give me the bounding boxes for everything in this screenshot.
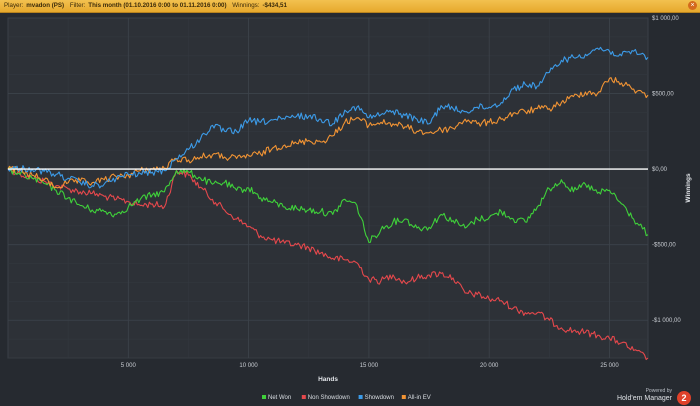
legend-label: All-in EV	[408, 395, 431, 401]
legend-label: Showdown	[365, 395, 394, 401]
series-line-non-showdown	[7, 168, 649, 361]
y-tick-label: $1 000,00	[652, 16, 679, 22]
legend-item[interactable]: Net Won	[262, 395, 291, 401]
report-header: Player: mvadon (PS) Filter: This month (01…	[0, 0, 700, 13]
legend-item[interactable]: Showdown	[358, 395, 394, 401]
winnings-chart: $1 000,00 $500,00 $0,00 -$500,00 -$1 000,00 5…	[7, 16, 692, 401]
x-tick-label: 15 000	[360, 363, 379, 369]
legend-swatch	[401, 395, 406, 399]
x-axis-title: Hands	[318, 376, 338, 383]
y-tick-label: $0,00	[652, 167, 668, 173]
series-line-showdown	[7, 46, 649, 189]
filter-value: This month (01.10.2016 0:00 to 01.11.201…	[88, 2, 227, 9]
legend-swatch	[358, 395, 363, 399]
legend-item[interactable]: Non Showdown	[301, 395, 350, 401]
y-tick-label: -$500,00	[652, 243, 676, 249]
legend-swatch	[301, 395, 306, 399]
series-line-all-in-ev	[7, 77, 649, 189]
legend-label: Net Won	[268, 395, 291, 401]
filter-label: Filter:	[69, 2, 86, 9]
branding: Powered by Hold'em Manager	[617, 388, 672, 403]
hm2-logo-icon: 2	[677, 391, 691, 405]
y-tick-label: $500,00	[652, 92, 674, 98]
player-value: mvadon (PS)	[26, 2, 65, 9]
legend: Net Won Non Showdown Showdown All-in EV	[262, 395, 431, 401]
winnings-label: Winnings:	[232, 2, 260, 9]
close-icon[interactable]: ×	[688, 1, 697, 10]
brand-name: Hold'em Manager	[616, 395, 672, 402]
legend-swatch	[262, 395, 266, 399]
legend-label: Non Showdown	[308, 395, 350, 401]
x-tick-label: 20 000	[480, 363, 499, 369]
winnings-value: -$434,51	[262, 2, 287, 9]
powered-by-text: Powered by	[645, 388, 672, 394]
x-tick-label: 5 000	[121, 363, 137, 369]
y-tick-label: -$1 000,00	[652, 318, 681, 324]
y-axis-title: Winnings	[685, 173, 692, 203]
player-label: Player:	[4, 2, 24, 9]
x-tick-label: 25 000	[600, 363, 619, 369]
legend-item[interactable]: All-in EV	[401, 395, 431, 401]
series-line-net-won	[7, 166, 649, 243]
x-tick-label: 10 000	[239, 363, 258, 369]
